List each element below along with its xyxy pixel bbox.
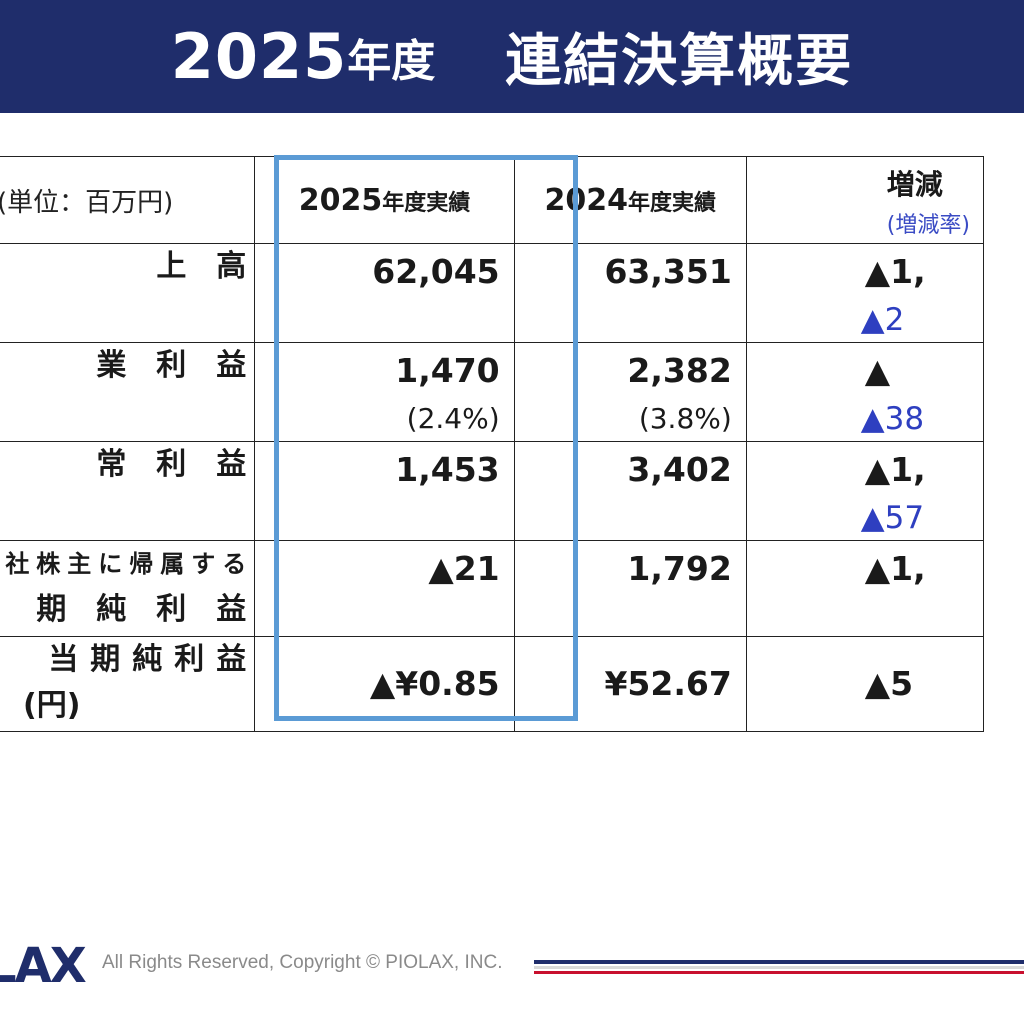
table-row: 当期純利益 (円) ▲¥0.85 ¥52.67 ▲5 <box>0 636 985 732</box>
logo-part-b: AX <box>14 938 87 994</box>
value-2025: ▲¥0.85 <box>369 664 500 703</box>
value-change: ▲ <box>864 351 891 390</box>
col-header-2024-suffix: 年度実績 <box>627 190 716 216</box>
value-change: ▲1, <box>864 252 926 291</box>
footer: LAX All Rights Reserved, Copyright © PIO… <box>0 936 1024 996</box>
row-label-text: 常利益 <box>96 447 277 482</box>
table-row: 常利益 1,453 3,402 ▲1, ▲57 <box>0 441 985 541</box>
cell-2024: 1,792 <box>513 540 747 637</box>
value-2024: 2,382 <box>627 351 732 390</box>
row-label-line2: (円) <box>23 688 81 723</box>
col-header-2025-suffix: 年度実績 <box>382 190 471 216</box>
value-2025: 1,470 <box>395 351 500 390</box>
row-label: 当期純利益 (円) <box>0 636 259 732</box>
copyright-text: All Rights Reserved, Copyright © PIOLAX,… <box>102 952 503 973</box>
col-header-2024: 2024年度実績 <box>513 156 747 244</box>
logo-part-a: L <box>0 938 17 994</box>
value-change: ▲1, <box>864 549 926 588</box>
table-row: 社株主に帰属する 期純利益 ▲21 1,792 ▲1, <box>0 540 985 637</box>
row-label-line1: 社株主に帰属する <box>5 550 254 578</box>
col-header-2025-year: 2025 <box>298 182 383 218</box>
cell-2024: 2,382 (3.8%) <box>513 342 747 442</box>
cell-change: ▲1, <box>745 540 985 637</box>
value-change: ▲1, <box>864 450 926 489</box>
cell-change: ▲ ▲38 <box>745 342 985 442</box>
col-header-2025: 2025年度実績 <box>254 156 515 244</box>
title-year: 2025 <box>170 20 348 93</box>
cell-change: ▲1, ▲2 <box>745 243 985 343</box>
value-change: ▲5 <box>864 664 914 703</box>
table-row: 上高 62,045 63,351 ▲1, ▲2 <box>0 243 985 343</box>
col-header-2024-year: 2024 <box>544 182 628 218</box>
title-banner: 2025 年度 連結決算概要 <box>0 0 1024 113</box>
value-2025: 62,045 <box>372 252 500 291</box>
row-label: 社株主に帰属する 期純利益 <box>0 540 256 637</box>
row-label-text: 業利益 <box>96 348 277 383</box>
margin-2025: (2.4%) <box>406 402 500 435</box>
cell-change: ▲5 <box>745 636 985 732</box>
value-2024: 63,351 <box>604 252 732 291</box>
title-year-suffix: 年度 <box>347 35 436 87</box>
cell-2024: ¥52.67 <box>513 636 747 732</box>
value-change-rate: ▲57 <box>860 500 925 536</box>
unit-label: (単位：百万円) <box>0 156 256 244</box>
cell-change: ▲1, ▲57 <box>745 441 985 541</box>
value-change-rate: ▲2 <box>860 302 905 338</box>
page-title: 連結決算概要 <box>505 29 854 94</box>
footer-stripe-navy <box>534 960 1024 964</box>
table-row: 業利益 1,470 (2.4%) 2,382 (3.8%) ▲ ▲38 <box>0 342 985 442</box>
cell-2025: 62,045 <box>254 243 515 343</box>
margin-2024: (3.8%) <box>638 402 732 435</box>
company-logo: LAX <box>0 936 87 996</box>
row-label: 常利益 <box>0 441 256 541</box>
row-label-line2: 期純利益 <box>36 592 277 627</box>
cell-2025: 1,470 (2.4%) <box>254 342 515 442</box>
cell-2025: ▲21 <box>254 540 515 637</box>
cell-2025: 1,453 <box>254 441 515 541</box>
cell-2024: 63,351 <box>513 243 747 343</box>
value-change-rate: ▲38 <box>860 401 925 437</box>
cell-2024: 3,402 <box>513 441 747 541</box>
value-2024: 1,792 <box>627 549 732 588</box>
financial-summary-table: (単位：百万円) 2025年度実績 2024年度実績 増減 (増減率) 上高 6… <box>0 156 985 732</box>
value-2024: ¥52.67 <box>604 664 732 703</box>
table-header-row: (単位：百万円) 2025年度実績 2024年度実績 増減 (増減率) <box>0 156 985 244</box>
footer-stripe-gray <box>534 966 1024 969</box>
row-label: 業利益 <box>0 342 256 442</box>
value-2025: 1,453 <box>395 450 500 489</box>
value-2024: 3,402 <box>627 450 732 489</box>
row-label-line1: 当期純利益 <box>48 642 259 677</box>
col-header-change-label: 増減 <box>886 168 943 201</box>
row-label-text: 上高 <box>156 249 277 284</box>
cell-2025: ▲¥0.85 <box>254 636 515 732</box>
row-label: 上高 <box>0 243 256 343</box>
value-2025: ▲21 <box>428 549 500 588</box>
footer-stripe-red <box>534 971 1024 974</box>
col-header-change: 増減 (増減率) <box>745 156 985 244</box>
col-header-change-rate: (増減率) <box>886 213 970 238</box>
